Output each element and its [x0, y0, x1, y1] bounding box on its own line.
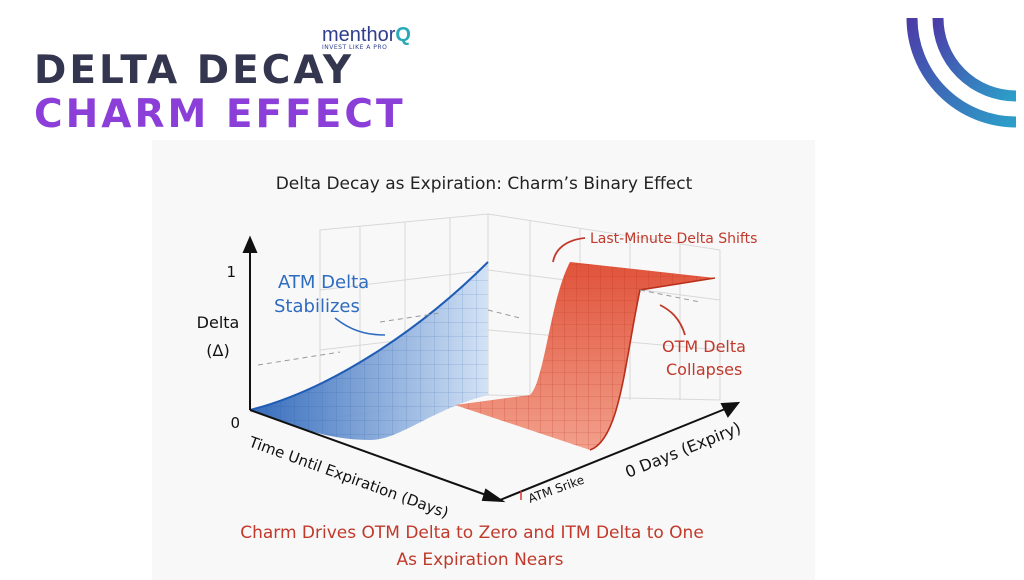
slide-title-line2: CHARM EFFECT	[34, 92, 406, 137]
otm-annotation-line1: OTM Delta	[662, 337, 746, 356]
caption-line2: As Expiration Nears	[396, 550, 563, 570]
atm-delta-surface-grid	[250, 262, 488, 440]
atm-delta-curve	[249, 261, 489, 411]
atm-annotation-arrow	[334, 317, 386, 336]
logo-tagline: INVEST LIKE A PRO	[322, 44, 388, 51]
atm-annotation-line2: Stabilizes	[274, 296, 360, 317]
figure-title: Delta Decay as Expiration: Charm’s Binar…	[276, 174, 693, 194]
atm-annotation-line1: ATM Delta	[278, 272, 369, 293]
caption-line1: Charm Drives OTM Delta to Zero and ITM D…	[240, 523, 704, 543]
last-minute-arrow	[552, 237, 586, 263]
y-axis-symbol: (Δ)	[206, 341, 229, 360]
slide-title-line1: DELTA DECAY	[34, 48, 355, 93]
logo-q-icon: Q	[395, 24, 411, 46]
axes	[242, 235, 741, 503]
y-tick-1: 1	[226, 263, 236, 281]
y-axis-label: Delta	[197, 313, 240, 332]
menthorq-logo: menthorQ INVEST LIKE A PRO	[322, 24, 411, 51]
otm-delta-surface-grid	[455, 262, 715, 450]
decorative-arcs-icon	[906, 17, 1017, 128]
otm-annotation-arrow	[659, 304, 686, 336]
y-tick-0: 0	[230, 414, 240, 432]
last-minute-annotation: Last-Minute Delta Shifts	[590, 231, 757, 247]
depth-axis-label: 0 Days (Expiry)	[622, 418, 743, 482]
otm-annotation-line2: Collapses	[666, 360, 742, 379]
logo-name: menthor	[322, 24, 396, 46]
dashed-level-lines	[257, 289, 701, 366]
otm-delta-edge	[589, 277, 716, 451]
